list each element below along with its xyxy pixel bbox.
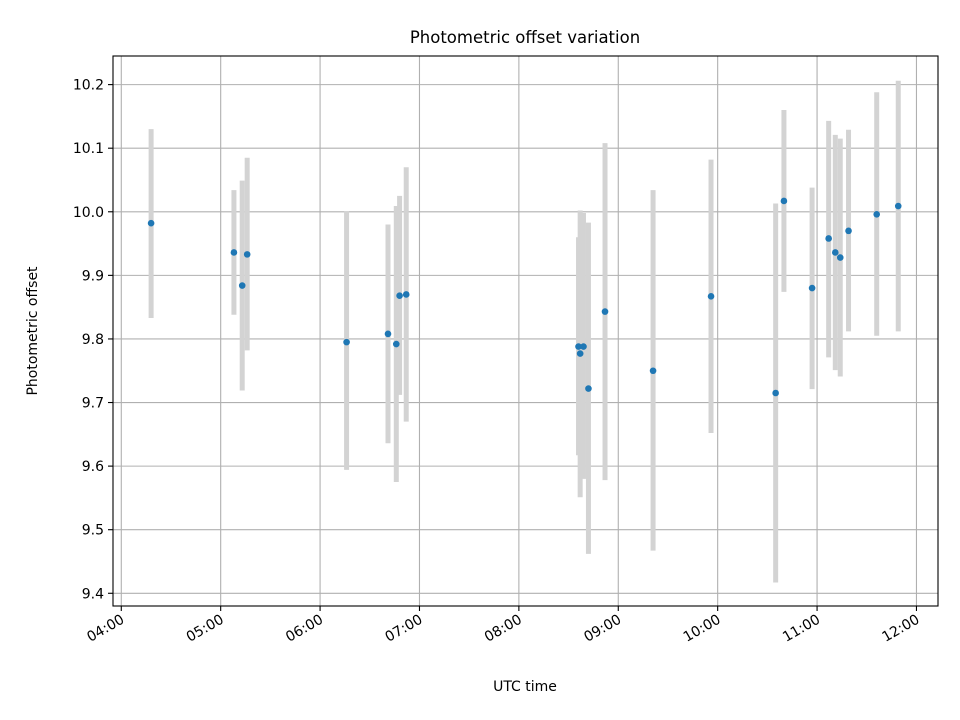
data-point xyxy=(402,291,410,298)
y-tick-label: 10.0 xyxy=(73,205,104,221)
data-point xyxy=(238,282,246,289)
data-point xyxy=(831,249,839,256)
data-point xyxy=(873,211,881,218)
y-tick-label: 9.7 xyxy=(82,396,104,412)
data-point xyxy=(894,202,902,210)
data-point xyxy=(384,330,392,338)
data-point xyxy=(825,235,832,242)
x-axis-label: UTC time xyxy=(493,679,557,695)
y-axis-label: Photometric offset xyxy=(25,266,41,396)
y-tick-label: 9.9 xyxy=(82,268,104,284)
plot-area-frame xyxy=(112,55,939,607)
data-point xyxy=(780,197,788,205)
data-points xyxy=(147,197,902,397)
y-tick-label: 10.1 xyxy=(73,141,104,157)
data-point xyxy=(575,343,582,350)
data-point xyxy=(230,249,238,256)
data-point xyxy=(649,367,657,375)
data-point xyxy=(343,338,350,346)
y-tick-label: 9.4 xyxy=(82,586,104,602)
y-tick-label: 10.2 xyxy=(73,78,104,94)
grid xyxy=(113,56,938,606)
data-point xyxy=(845,227,852,235)
data-point xyxy=(147,219,155,227)
chart-title: Photometric offset variation xyxy=(410,28,640,47)
y-tick-label: 9.6 xyxy=(82,459,104,475)
data-point xyxy=(585,385,592,392)
data-point xyxy=(392,340,400,348)
y-tick-label: 9.5 xyxy=(82,523,104,539)
data-point xyxy=(601,308,609,315)
y-axis-ticks: 9.4 9.5 9.6 9.7 9.8 9.9 10.0 10.1 10.2 xyxy=(73,78,113,602)
data-point xyxy=(836,254,844,261)
data-point xyxy=(808,284,816,292)
data-point xyxy=(580,343,587,350)
y-tick-label: 9.8 xyxy=(82,332,104,348)
data-point xyxy=(772,389,779,397)
data-point xyxy=(707,293,715,300)
data-point xyxy=(396,292,403,300)
data-point xyxy=(576,350,584,357)
data-point xyxy=(243,251,251,258)
